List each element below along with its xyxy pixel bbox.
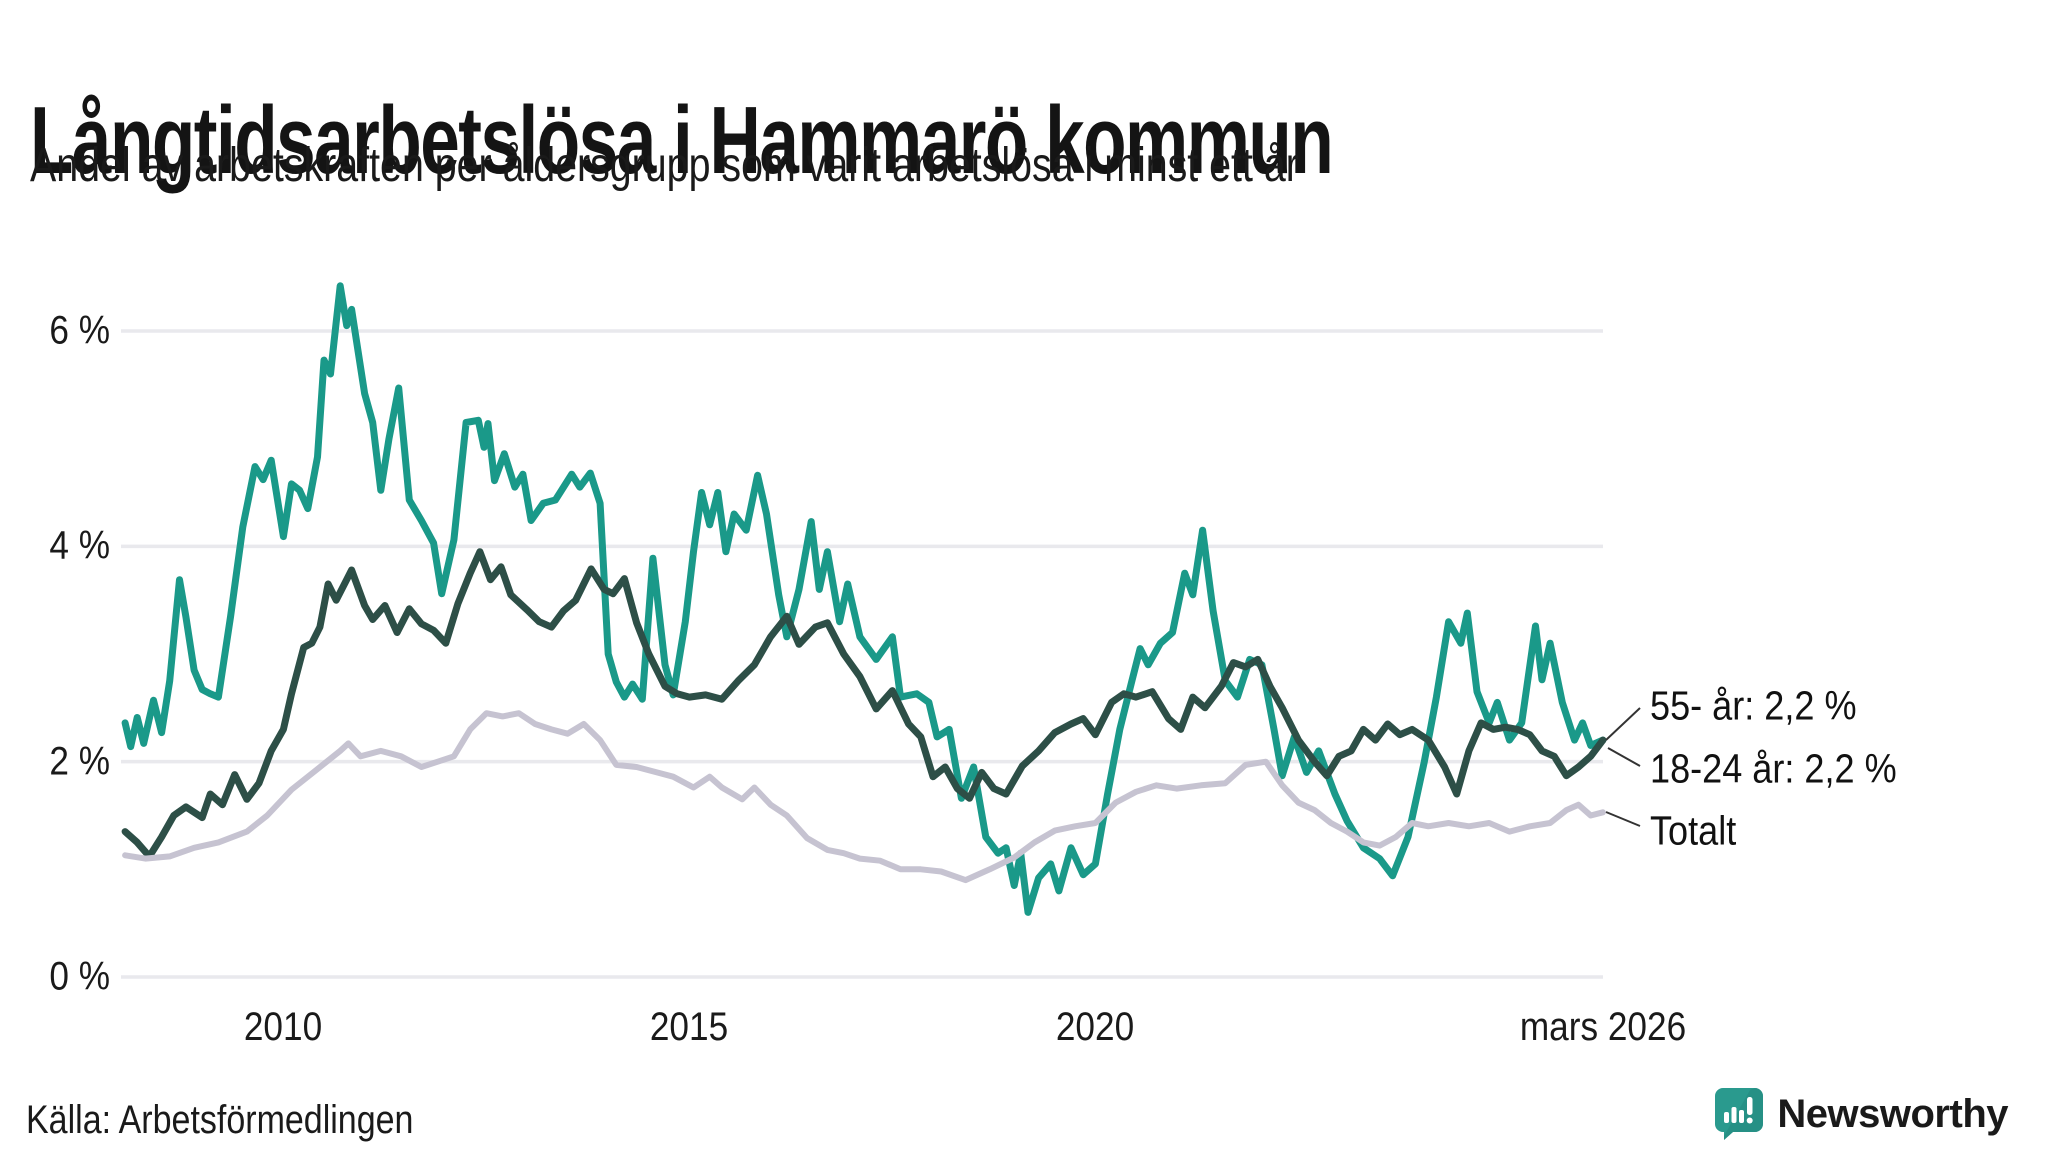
x-tick-label-2015: 2015 — [650, 1005, 729, 1049]
end-label-connector-2 — [1605, 811, 1641, 827]
source-note: Källa: Arbetsförmedlingen — [26, 1098, 414, 1142]
newsworthy-logo[interactable]: Newsworthy — [1715, 1088, 2008, 1140]
newsworthy-wordmark: Newsworthy — [1777, 1091, 2008, 1136]
x-tick-label-2010: 2010 — [244, 1005, 323, 1049]
series-line-0 — [121, 282, 1607, 916]
end-label-1: 18-24 år: 2,2 % — [1650, 745, 1897, 792]
x-tick-label-2020: 2020 — [1056, 1005, 1135, 1049]
end-label-connector-0 — [1605, 707, 1641, 741]
y-tick-label-6: 6 % — [49, 308, 110, 353]
end-label-0: 55- år: 2,2 % — [1650, 682, 1857, 729]
series-line-1 — [121, 548, 1607, 860]
page-subtitle: Andel av arbetskraften per åldersgrupp s… — [30, 139, 1299, 192]
end-label-connector-1 — [1607, 747, 1641, 767]
y-tick-label-0: 0 % — [49, 954, 110, 999]
end-label-2: Totalt — [1650, 807, 1737, 854]
y-tick-label-4: 4 % — [49, 523, 110, 568]
series-line-2 — [122, 710, 1606, 884]
x-tick-label-mars-2026: mars 2026 — [1519, 1005, 1687, 1049]
y-tick-label-2: 2 % — [49, 739, 110, 784]
newsworthy-bubble-chart-icon — [1715, 1088, 1764, 1140]
page-title: Långtidsarbetslösa i Hammarö kommun — [30, 87, 1334, 195]
